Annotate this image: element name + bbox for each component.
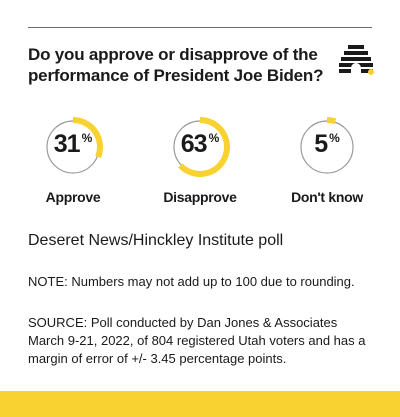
gauge-arc-disapprove	[178, 117, 230, 177]
gauge-percent-sign: %	[81, 131, 93, 145]
rounding-note: NOTE: Numbers may not add up to 100 due …	[28, 274, 355, 289]
gauge-number: 63	[180, 130, 208, 158]
gauge-approve: 31% Approve	[28, 114, 118, 214]
source-text: SOURCE: Poll conducted by Dan Jones & As…	[28, 315, 366, 366]
gauge-ring	[46, 117, 103, 174]
question-title: Do you approve or disapprove of the perf…	[28, 45, 324, 85]
gauge-ring	[300, 117, 354, 174]
gauge-value: 5%	[282, 130, 372, 159]
poll-name: Deseret News/Hinckley Institute poll	[28, 232, 284, 249]
gauge-number: 5	[314, 130, 328, 158]
gauge-percent-sign: %	[208, 131, 220, 145]
gauge-arc-approve	[72, 117, 103, 159]
gauge-disapprove: 63% Disapprove	[155, 114, 245, 214]
gauge-value: 31%	[28, 130, 118, 159]
beehive-icon	[339, 45, 374, 75]
gauge-number: 31	[53, 130, 81, 158]
accent-footer-bar	[0, 391, 400, 417]
gauge-percent-sign: %	[329, 131, 340, 145]
gauge-label: Approve	[45, 189, 101, 205]
gauge-dont-know: 5% Don't know	[282, 114, 372, 214]
top-divider	[28, 27, 372, 28]
gauge-arc-dont-know	[326, 117, 337, 125]
gauge-label: Disapprove	[163, 189, 237, 205]
gauge-label: Don't know	[291, 189, 363, 205]
gauge-ring	[173, 117, 230, 177]
gauge-chart: 31% Approve 63% Disapprove 5% Don't know	[28, 114, 372, 214]
gauge-value: 63%	[155, 130, 245, 159]
